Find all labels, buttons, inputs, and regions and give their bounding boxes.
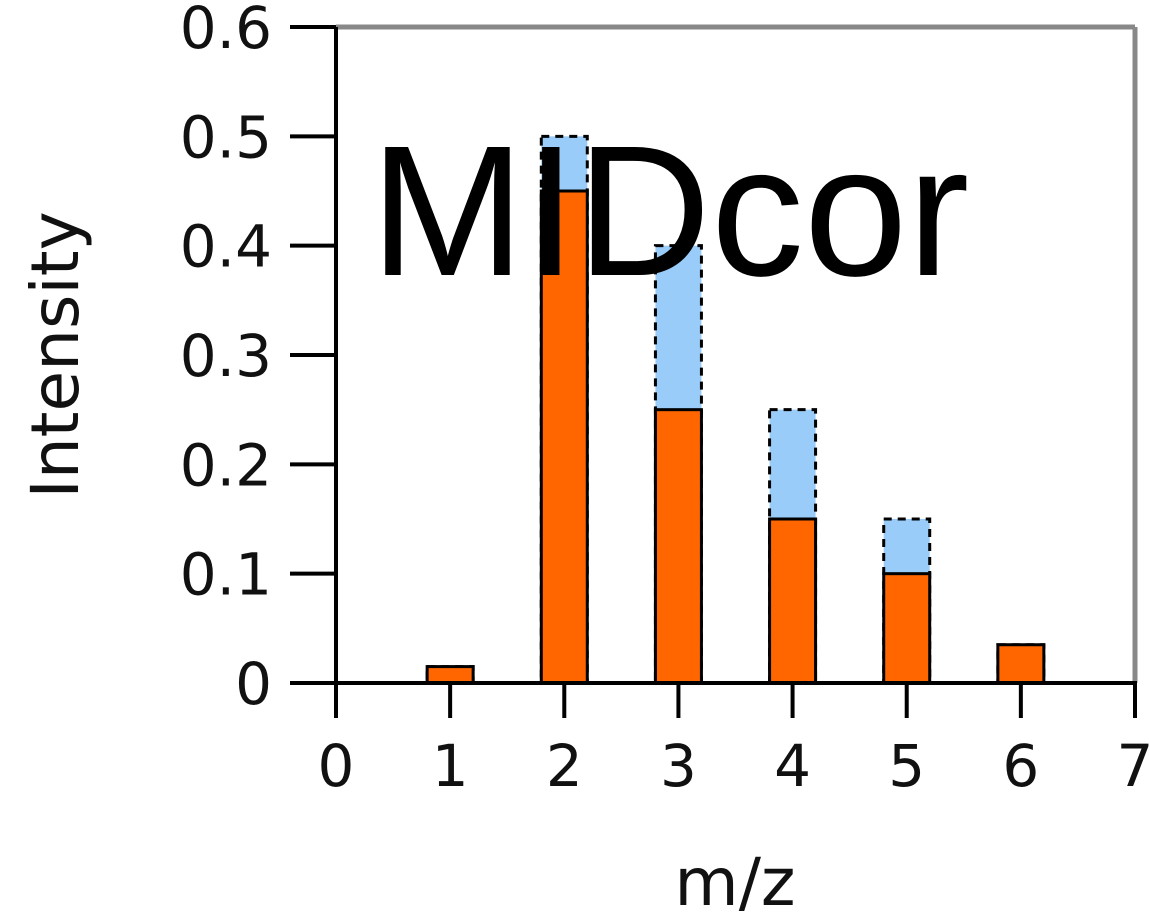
y-tick-label: 0.5	[180, 103, 272, 171]
x-axis-label: m/z	[674, 844, 795, 914]
x-tick-label: 2	[546, 732, 583, 800]
bar-series1-4	[768, 517, 818, 685]
chart-title: MIDcor	[370, 108, 969, 315]
y-tick-label: 0.2	[180, 431, 272, 499]
x-tick-label: 1	[432, 732, 469, 800]
x-tick-label: 3	[660, 732, 697, 800]
x-tick-label: 0	[318, 732, 355, 800]
x-ticks-layer: 0 1 2 3 4 5 6 7	[318, 683, 1150, 800]
bar-series1-3	[653, 408, 703, 685]
y-tick-label: 0.3	[180, 322, 272, 390]
x-tick-label: 6	[1002, 732, 1039, 800]
bar-series1-1	[425, 665, 475, 685]
bar-series1-6	[996, 643, 1046, 685]
x-tick-label: 7	[1117, 732, 1150, 800]
y-tick-label: 0.6	[180, 0, 272, 62]
y-tick-label: 0	[235, 650, 272, 718]
y-tick-label: 0.1	[180, 541, 272, 609]
y-ticks-layer: 0 0.1 0.2 0.3 0.4 0.5 0.6	[180, 0, 336, 718]
bar-series1-5	[882, 572, 932, 685]
x-tick-label: 4	[774, 732, 811, 800]
x-tick-label: 5	[888, 732, 925, 800]
y-tick-label: 0.4	[180, 213, 272, 281]
y-axis-label: Intensity	[17, 211, 94, 498]
